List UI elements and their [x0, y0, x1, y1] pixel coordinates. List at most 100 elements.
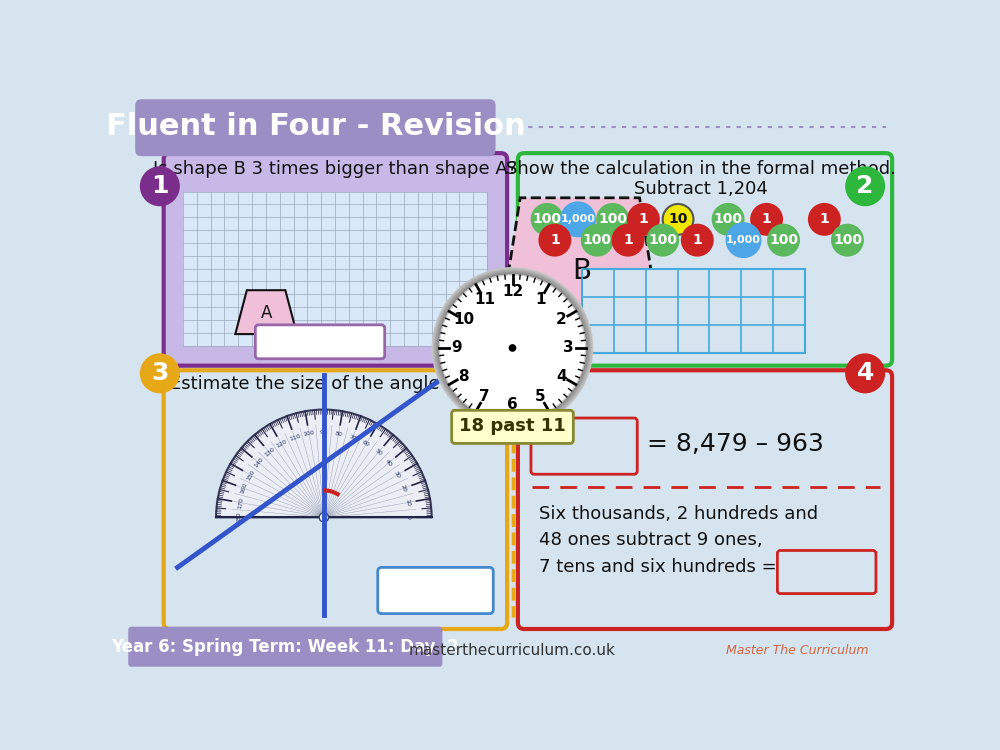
Circle shape — [434, 269, 591, 427]
Text: 3: 3 — [563, 340, 574, 356]
Text: 4: 4 — [556, 368, 566, 383]
FancyBboxPatch shape — [255, 325, 385, 358]
Circle shape — [432, 268, 593, 428]
Text: A: A — [260, 304, 272, 322]
Text: 10: 10 — [668, 212, 688, 226]
Circle shape — [713, 204, 744, 235]
Text: 11: 11 — [474, 292, 495, 307]
FancyBboxPatch shape — [378, 568, 493, 614]
Text: 100: 100 — [833, 233, 862, 248]
Circle shape — [751, 204, 782, 235]
Text: 6: 6 — [507, 397, 518, 412]
Text: 100: 100 — [769, 233, 798, 248]
Text: 1: 1 — [819, 212, 829, 226]
Circle shape — [140, 353, 180, 394]
FancyBboxPatch shape — [164, 153, 507, 366]
Circle shape — [432, 267, 593, 429]
Circle shape — [509, 344, 516, 352]
Text: 18 past 11: 18 past 11 — [459, 418, 566, 436]
Text: 30: 30 — [393, 470, 401, 480]
Text: 100: 100 — [303, 430, 315, 437]
FancyBboxPatch shape — [518, 153, 892, 366]
Bar — [183, 192, 487, 346]
Text: Year 6: Spring Term: Week 11: Day  2: Year 6: Spring Term: Week 11: Day 2 — [112, 638, 459, 656]
Circle shape — [436, 272, 589, 424]
Text: 100: 100 — [598, 212, 627, 226]
Text: = 8,479 – 963: = 8,479 – 963 — [647, 432, 824, 456]
Text: 20: 20 — [400, 484, 407, 493]
Text: 140: 140 — [253, 457, 265, 469]
Text: 120: 120 — [275, 439, 288, 449]
Text: 130: 130 — [263, 447, 276, 458]
Circle shape — [613, 225, 643, 256]
Text: 100: 100 — [583, 233, 612, 248]
FancyBboxPatch shape — [135, 99, 496, 156]
Circle shape — [433, 268, 592, 428]
Text: 7: 7 — [479, 389, 490, 404]
FancyBboxPatch shape — [452, 410, 573, 443]
Text: Subtract 1,204: Subtract 1,204 — [634, 179, 768, 197]
Circle shape — [845, 166, 885, 206]
FancyBboxPatch shape — [777, 550, 876, 593]
Circle shape — [140, 166, 180, 206]
Text: 1,000: 1,000 — [561, 214, 595, 224]
Text: 170: 170 — [237, 496, 244, 508]
Text: 1,000: 1,000 — [726, 236, 761, 245]
Text: 100: 100 — [648, 233, 677, 248]
Circle shape — [582, 225, 613, 256]
Circle shape — [768, 225, 799, 256]
Text: Estimate the size of the angle: Estimate the size of the angle — [170, 375, 439, 393]
Circle shape — [435, 270, 590, 426]
Text: 1: 1 — [639, 212, 648, 226]
Text: 50: 50 — [374, 448, 383, 457]
Circle shape — [727, 224, 760, 257]
Text: 12: 12 — [502, 284, 523, 299]
Text: Fluent in Four - Revision: Fluent in Four - Revision — [106, 112, 525, 142]
Text: 0: 0 — [406, 515, 411, 519]
Circle shape — [832, 225, 863, 256]
Bar — [582, 268, 805, 353]
Text: 1: 1 — [762, 212, 771, 226]
Text: 1: 1 — [535, 292, 546, 307]
Text: 70: 70 — [348, 434, 357, 442]
Circle shape — [319, 513, 328, 522]
Circle shape — [663, 204, 693, 235]
Circle shape — [437, 272, 588, 424]
Text: 3: 3 — [151, 362, 169, 386]
Text: 160: 160 — [240, 482, 249, 495]
Text: 10: 10 — [404, 499, 410, 507]
FancyBboxPatch shape — [164, 370, 507, 629]
Text: 5: 5 — [535, 389, 546, 404]
FancyBboxPatch shape — [531, 418, 637, 474]
Text: 1: 1 — [550, 233, 560, 248]
Text: Is shape B 3 times bigger than shape A?: Is shape B 3 times bigger than shape A? — [153, 160, 518, 178]
Circle shape — [439, 274, 586, 422]
Text: 150: 150 — [245, 469, 256, 482]
Text: 60: 60 — [362, 440, 371, 448]
Text: 2: 2 — [556, 312, 567, 327]
Text: Six thousands, 2 hundreds and
48 ones subtract 9 ones,
7 tens and six hundreds =: Six thousands, 2 hundreds and 48 ones su… — [539, 505, 819, 576]
Text: 100: 100 — [533, 212, 562, 226]
Text: 8: 8 — [459, 368, 469, 383]
Circle shape — [532, 204, 563, 235]
Polygon shape — [497, 198, 663, 344]
Circle shape — [438, 273, 587, 423]
Circle shape — [628, 204, 659, 235]
Circle shape — [845, 353, 885, 394]
Text: Master The Curriculum: Master The Curriculum — [726, 644, 869, 657]
Circle shape — [436, 271, 590, 425]
Text: 10: 10 — [453, 312, 474, 327]
Circle shape — [647, 225, 678, 256]
Text: 1: 1 — [692, 233, 702, 248]
Circle shape — [561, 202, 595, 236]
Text: 4: 4 — [856, 362, 874, 386]
Circle shape — [439, 274, 586, 421]
Text: Show the calculation in the formal method.: Show the calculation in the formal metho… — [506, 160, 896, 178]
Circle shape — [597, 204, 628, 235]
Text: 90: 90 — [320, 430, 328, 435]
Text: 80: 80 — [334, 430, 343, 437]
Text: 40: 40 — [384, 458, 393, 467]
Polygon shape — [235, 290, 297, 334]
Text: 180: 180 — [237, 512, 242, 524]
Text: 2: 2 — [856, 174, 874, 198]
